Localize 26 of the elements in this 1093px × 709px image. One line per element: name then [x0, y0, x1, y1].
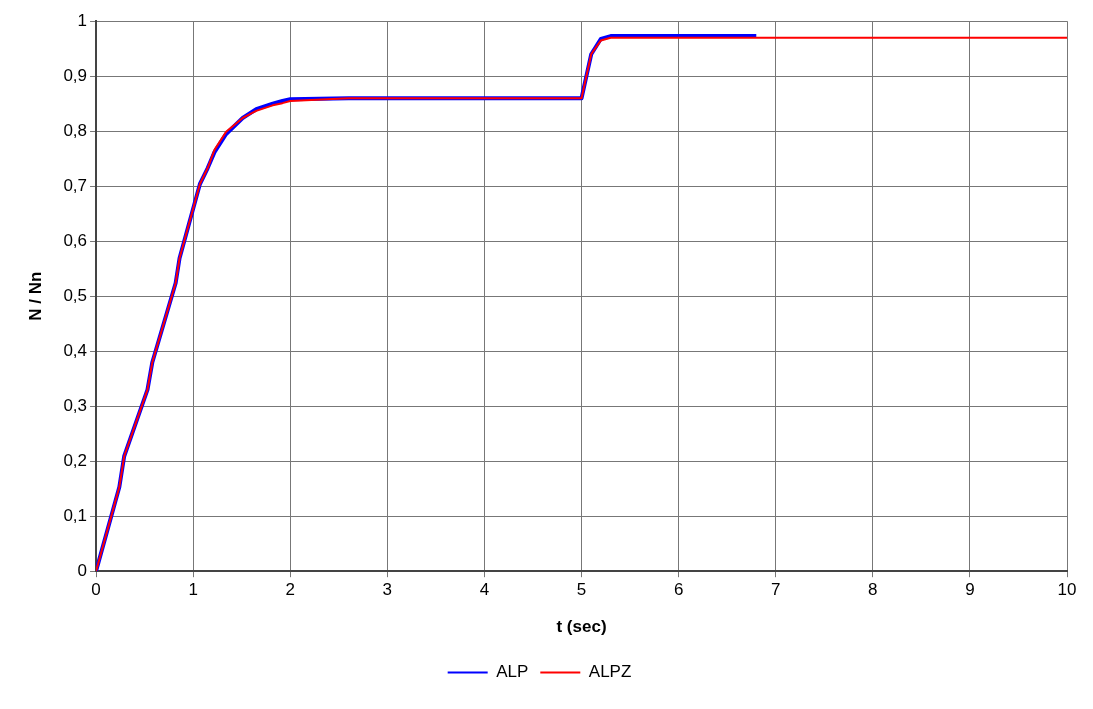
x-tick-label: 7	[770, 580, 781, 600]
x-tick-label: 4	[479, 580, 490, 600]
x-axis-title: t (sec)	[556, 617, 607, 637]
y-tick-label: 0,8	[63, 120, 88, 140]
y-axis-title: N / Nn	[25, 271, 45, 321]
y-tick-label: 0,3	[63, 395, 88, 415]
y-tick-label: 1	[77, 10, 88, 30]
x-tick-label: 1	[188, 580, 198, 600]
y-tick-label: 0,2	[63, 450, 88, 470]
x-tick-label: 2	[285, 580, 295, 600]
x-tick-label: 10	[1057, 580, 1077, 600]
x-tick-label: 9	[965, 580, 975, 600]
x-tick-label: 6	[673, 580, 684, 600]
x-tick-label: 3	[382, 580, 393, 600]
x-tick-label: 5	[576, 580, 587, 600]
x-tick-label: 0	[91, 580, 101, 600]
y-tick-label: 0,4	[63, 340, 88, 360]
legend-label: ALP	[496, 662, 529, 682]
y-tick-label: 0	[77, 560, 88, 580]
legend-label: ALPZ	[588, 662, 632, 682]
y-tick-label: 0,6	[63, 230, 88, 250]
x-tick-label: 8	[868, 580, 878, 600]
y-tick-label: 0,7	[63, 175, 88, 195]
y-tick-label: 0,1	[63, 505, 88, 525]
y-tick-label: 0,5	[63, 285, 88, 305]
y-tick-label: 0,9	[63, 65, 88, 85]
